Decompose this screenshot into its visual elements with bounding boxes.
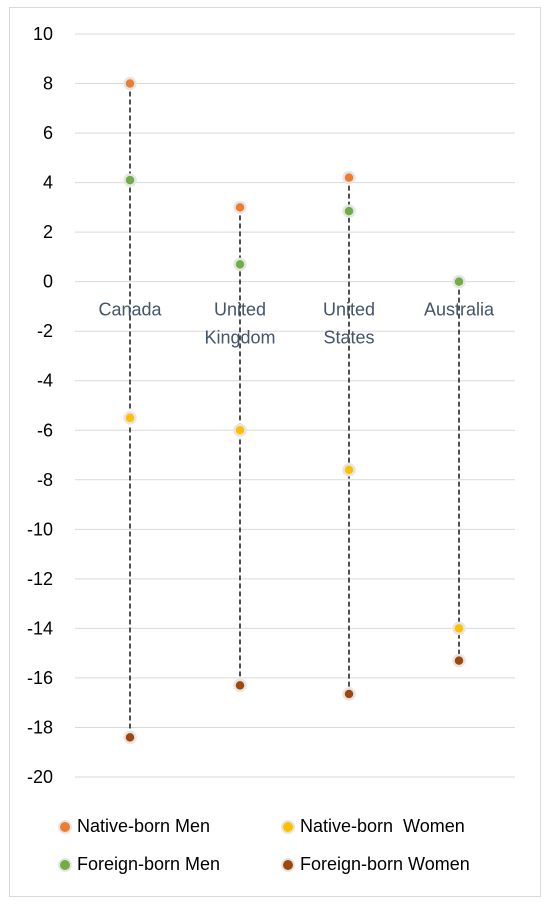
legend-marker-foreign-born-men — [60, 859, 70, 870]
data-point — [233, 200, 247, 215]
legend-item-native-born-men: Native-born Men — [60, 816, 210, 837]
legend-marker-native-born-women — [283, 821, 293, 832]
y-tick-label: 4 — [43, 173, 53, 193]
legend-label-native-born-men: Native-born Men — [77, 816, 211, 836]
data-point — [233, 678, 247, 693]
legend-item-foreign-born-men: Foreign-born Men — [60, 854, 220, 875]
y-tick-label: 6 — [43, 123, 53, 143]
data-point — [342, 687, 356, 701]
category-label: United — [323, 300, 375, 320]
y-tick-label: -2 — [37, 321, 53, 341]
data-point — [123, 730, 137, 745]
y-tick-label: 8 — [43, 74, 53, 94]
data-point — [342, 463, 356, 477]
y-tick-label: -4 — [37, 371, 53, 391]
y-tick-label: 2 — [43, 222, 53, 242]
data-point — [342, 204, 356, 218]
y-tick-label: -6 — [37, 420, 53, 440]
y-tick-label: -16 — [27, 668, 53, 688]
data-point — [452, 274, 466, 289]
legend-label-foreign-born-men: Foreign-born Men — [77, 854, 221, 874]
legend-label-native-born-women: Native-born Women — [300, 816, 465, 836]
y-tick-label: -8 — [37, 470, 53, 490]
data-point — [233, 257, 247, 272]
y-tick-label: -20 — [27, 767, 53, 787]
chart-plot: 10 8 6 4 2 0 -2 -4 -6 -8 -10 -12 -14 -16 -18 -20 Canada U… — [27, 24, 515, 787]
category-label: Kingdom — [204, 328, 275, 348]
legend-label-foreign-born-women: Foreign-born Women — [300, 854, 470, 874]
data-point — [123, 173, 137, 187]
data-point — [233, 423, 247, 438]
legend-marker-foreign-born-women — [283, 859, 293, 870]
legend-item-foreign-born-women: Foreign-born Women — [283, 854, 470, 875]
category-label: Australia — [424, 300, 495, 320]
chart-frame — [9, 7, 541, 897]
category-label: United — [214, 300, 266, 320]
category-label: Canada — [98, 300, 162, 320]
data-point — [123, 411, 137, 425]
y-tick-label: -10 — [27, 519, 53, 539]
y-tick-label: 10 — [33, 24, 53, 44]
y-tick-label: 0 — [43, 272, 53, 292]
legend-item-native-born-women: Native-born Women — [283, 816, 465, 837]
category-label: States — [323, 328, 374, 348]
y-tick-label: -12 — [27, 569, 53, 589]
data-point — [123, 76, 137, 91]
data-point — [452, 621, 466, 636]
y-tick-label: -18 — [27, 717, 53, 737]
data-point — [452, 653, 466, 668]
data-point — [342, 170, 356, 185]
legend-marker-native-born-men — [60, 821, 70, 832]
y-tick-label: -14 — [27, 618, 53, 638]
